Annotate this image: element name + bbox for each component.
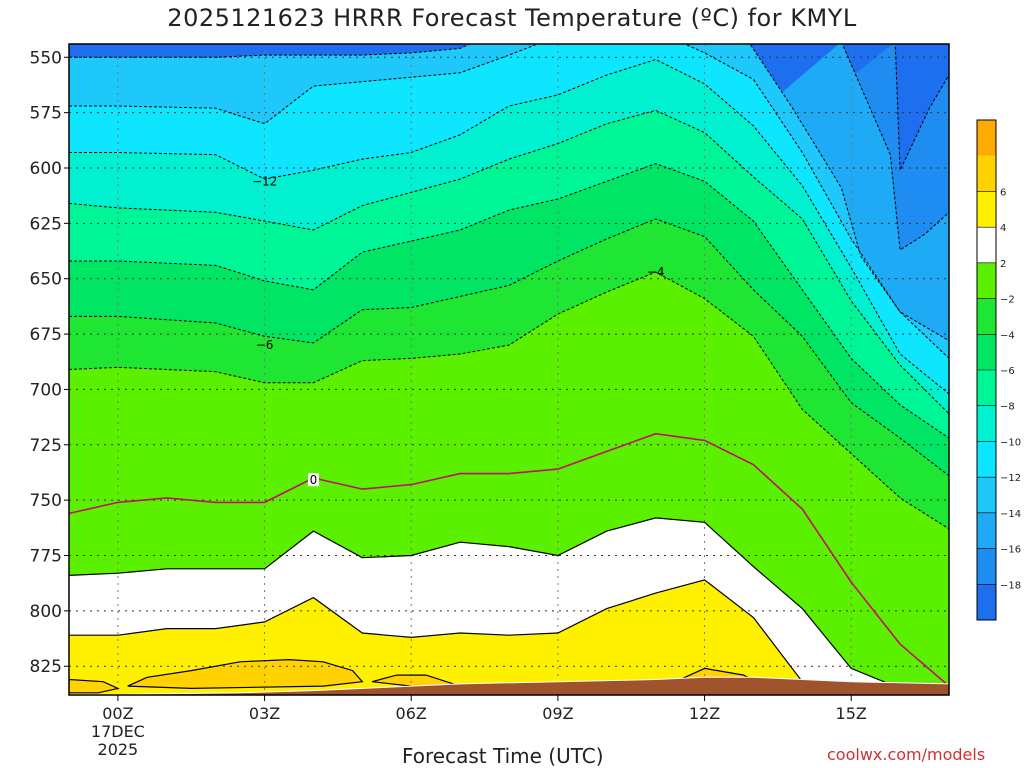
- colorbar-swatch: [977, 155, 996, 192]
- credit-text: coolwx.com/models: [827, 745, 986, 764]
- x-tick-label: 03Z: [249, 704, 280, 723]
- isotherm--18: [894, 44, 949, 171]
- colorbar-swatch: [977, 334, 996, 370]
- y-axis: 550 575 600 625 650 675 700 725 750 775 800 825: [30, 48, 69, 677]
- colorbar: −18 −16 −14 −12 −10 −8 −6 −4 −2 2 4 6: [976, 119, 1021, 621]
- isotherm-6-closed: [69, 678, 120, 694]
- colorbar-swatch: [977, 370, 996, 406]
- chart-title: 2025121623 HRRR Forecast Temperature (ºC…: [167, 4, 857, 32]
- y-tick-label: 800: [30, 602, 62, 622]
- colorbar-swatch: [977, 120, 996, 156]
- contour-label-layer: −12 −6 −4 0: [252, 174, 665, 487]
- colorbar-swatch: [977, 405, 996, 442]
- colorbar-label: 2: [1000, 259, 1006, 270]
- isotherm--12: [69, 44, 949, 359]
- colorbar-swatch: [977, 441, 996, 478]
- isotherm-layer: [69, 44, 949, 694]
- y-tick-label: 550: [30, 48, 62, 68]
- y-tick-label: 575: [30, 104, 62, 124]
- x-tick-label: 12Z: [689, 704, 720, 723]
- fill-cell-6: [127, 659, 363, 689]
- x-tick-sublabel: 17DEC: [91, 722, 145, 741]
- terrain-ground: [69, 676, 949, 695]
- y-tick-label: 750: [30, 491, 62, 511]
- y-tick-label: 725: [30, 436, 62, 456]
- contour-label: 0: [310, 473, 318, 487]
- contour-label: −6: [256, 338, 274, 352]
- x-axis-label: Forecast Time (UTC): [402, 744, 604, 768]
- colorbar-label: −4: [1000, 330, 1015, 341]
- colorbar-swatch: [977, 477, 996, 513]
- plot-frame: [68, 43, 950, 696]
- x-tick-label: 00Z: [102, 704, 133, 723]
- colorbar-label: −12: [1000, 473, 1021, 484]
- contour-label: −4: [647, 265, 665, 279]
- isotherm-6-closed: [127, 658, 364, 690]
- fill-cell-6: [69, 679, 118, 693]
- isotherm-0: [69, 432, 949, 687]
- isotherm-6-closed: [371, 674, 461, 687]
- x-tick-sublabel: 2025: [98, 740, 139, 759]
- colorbar-swatch: [977, 227, 996, 263]
- x-tick-label: 15Z: [836, 704, 867, 723]
- colorbar-label: 4: [1000, 223, 1006, 234]
- colorbar-label: −2: [1000, 295, 1015, 306]
- x-tick-label: 09Z: [542, 704, 573, 723]
- colorbar-label: 6: [1000, 187, 1006, 198]
- isotherm-4: [69, 579, 818, 692]
- fill-cell-6: [372, 675, 461, 687]
- colorbar-swatch: [977, 584, 996, 620]
- y-tick-label: 650: [30, 270, 62, 290]
- colorbar-label: −10: [1000, 437, 1021, 448]
- isotherm--2: [69, 271, 949, 530]
- y-tick-label: 825: [30, 657, 62, 677]
- y-tick-label: 675: [30, 325, 62, 345]
- y-tick-label: 625: [30, 214, 62, 234]
- contour-label: −12: [252, 174, 277, 188]
- colorbar-label: −18: [1000, 580, 1021, 591]
- colorbar-label: −14: [1000, 509, 1021, 520]
- colorbar-label: −8: [1000, 402, 1015, 413]
- colorbar-label: −6: [1000, 366, 1015, 377]
- isotherm--6: [69, 163, 949, 439]
- colorbar-swatch: [977, 298, 996, 335]
- isotherm-2: [69, 517, 901, 689]
- colorbar-swatch: [977, 262, 996, 299]
- isotherm--16: [841, 44, 949, 251]
- isotherm--4: [69, 218, 949, 477]
- y-tick-label: 600: [30, 159, 62, 179]
- isotherm--10: [69, 58, 949, 395]
- y-tick-label: 775: [30, 547, 62, 567]
- y-tick-label: 700: [30, 380, 62, 400]
- colorbar-swatch: [977, 548, 996, 585]
- isotherm--8: [69, 109, 949, 415]
- colorbar-swatch: [977, 512, 996, 549]
- terrain-layer: [69, 676, 949, 695]
- colorbar-label: −16: [1000, 545, 1021, 556]
- colorbar-swatch: [977, 191, 996, 228]
- x-tick-label: 06Z: [396, 704, 427, 723]
